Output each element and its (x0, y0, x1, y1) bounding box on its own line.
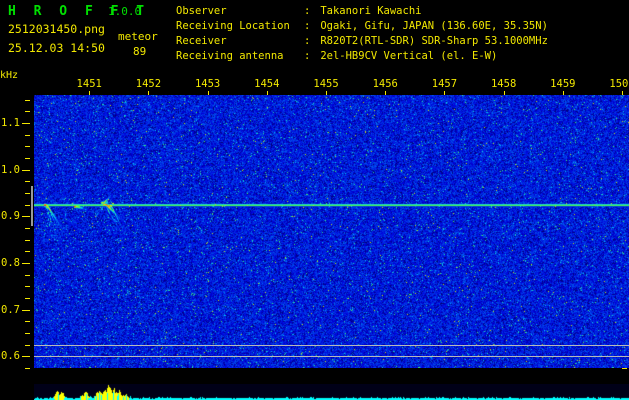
metadata-key: Observer (176, 5, 227, 17)
y-axis-minor-tick (25, 333, 30, 334)
y-axis-minor-tick (25, 345, 30, 346)
x-axis-tick (89, 91, 90, 95)
y-axis-minor-tick (25, 321, 30, 322)
y-axis-minor-tick (25, 205, 30, 206)
amplitude-strip (34, 384, 629, 400)
y-axis-minor-tick (25, 251, 30, 252)
metadata-row: Receiver: R820T2(RTL-SDR) SDR-Sharp 53.1… (176, 34, 548, 49)
x-axis-tick-label: 1458 (490, 78, 517, 90)
metadata-separator: : (304, 5, 311, 17)
x-axis-tick (504, 91, 505, 95)
metadata-key: Receiver (176, 35, 227, 47)
metadata-separator: : (304, 35, 311, 47)
y-axis-tick-label: 0.8 (1, 257, 20, 269)
y-axis-right-minor-tick (622, 368, 627, 369)
y-axis-minor-tick (25, 193, 30, 194)
metadata-value: Takanori Kawachi (314, 5, 422, 17)
y-axis-major-tick (22, 170, 30, 171)
x-axis-tick-label: 1453 (194, 78, 221, 90)
amplitude-strip-canvas (34, 384, 629, 400)
x-axis-tick (444, 91, 445, 95)
metadata-row: Observer: Takanori Kawachi (176, 4, 548, 19)
y-axis-minor-tick (25, 181, 30, 182)
x-axis-tick (267, 91, 268, 95)
y-axis-minor-tick (25, 368, 30, 369)
filename-label: 2512031450.png (8, 22, 105, 36)
metadata-key: Receiving antenna (176, 50, 284, 62)
x-axis-tick (622, 91, 623, 95)
x-axis-tick-label: 1500 (609, 78, 629, 90)
spectrogram-plot (34, 95, 629, 368)
y-axis-tick-label: 0.7 (1, 303, 20, 316)
y-axis-tick-label: 0.6 (1, 350, 20, 363)
y-axis-minor-tick (25, 100, 30, 101)
y-axis-tick-label: 1.0 (1, 163, 20, 176)
y-axis-tick-label: 0.9 (1, 210, 20, 223)
y-axis-minor-tick (25, 111, 30, 112)
plot-gridline (34, 356, 629, 357)
header-panel: H R O F F T 1.0.0 2512031450.png 25.12.0… (0, 0, 629, 68)
y-axis-major-tick (22, 356, 30, 357)
y-axis-unit-label: kHz (0, 70, 19, 81)
metadata-key: Receiving Location (176, 20, 290, 32)
y-axis-major-tick (22, 123, 30, 124)
x-axis-tick-label: 1452 (135, 78, 162, 90)
y-axis-minor-tick (25, 298, 30, 299)
metadata-block: Observer: Takanori Kawachi Receiving Loca… (176, 4, 548, 64)
metadata-row: Receiving Location: Ogaki, Gifu, JAPAN (… (176, 19, 548, 34)
y-axis-major-tick (22, 310, 30, 311)
y-axis-minor-tick (25, 275, 30, 276)
x-axis-tick-label: 1457 (431, 78, 458, 90)
event-type-label: meteor (118, 30, 158, 43)
y-axis-major-tick (22, 263, 30, 264)
app-title: H R O F F T (8, 4, 150, 19)
y-axis-tick-label: 1.1 (1, 117, 20, 129)
metadata-separator: : (304, 50, 311, 62)
x-axis-tick-label: 1456 (372, 78, 398, 90)
frequency-range-marker (31, 186, 33, 226)
y-axis-minor-tick (25, 240, 30, 241)
event-count-label: 89 (133, 45, 147, 58)
y-axis-minor-tick (25, 286, 30, 287)
y-axis-major-tick (22, 216, 30, 217)
x-axis-tick (148, 91, 149, 95)
x-axis-tick-label: 1454 (254, 78, 280, 90)
spectrogram-canvas (34, 95, 629, 368)
y-axis-minor-tick (25, 146, 30, 147)
x-axis-tick (563, 91, 564, 95)
plot-gridline (34, 345, 629, 346)
x-axis-tick-label: 1451 (76, 78, 102, 90)
app-version: 1.0.0 (108, 5, 142, 18)
metadata-row: Receiving antenna: 2el-HB9CV Vertical (e… (176, 49, 548, 64)
metadata-value: 2el-HB9CV Vertical (el. E-W) (314, 50, 498, 62)
x-axis-tick (385, 91, 386, 95)
metadata-separator: : (304, 20, 311, 32)
datetime-label: 25.12.03 14:50 (8, 41, 105, 55)
y-axis-minor-tick (25, 228, 30, 229)
x-axis-tick (326, 91, 327, 95)
metadata-value: R820T2(RTL-SDR) SDR-Sharp 53.1000MHz (314, 35, 548, 47)
x-axis-tick-label: 1455 (313, 78, 339, 90)
x-axis-tick-label: 1459 (550, 78, 576, 90)
metadata-value: Ogaki, Gifu, JAPAN (136.60E, 35.35N) (314, 20, 548, 32)
x-axis-tick (208, 91, 209, 95)
y-axis-minor-tick (25, 135, 30, 136)
y-axis-minor-tick (25, 158, 30, 159)
